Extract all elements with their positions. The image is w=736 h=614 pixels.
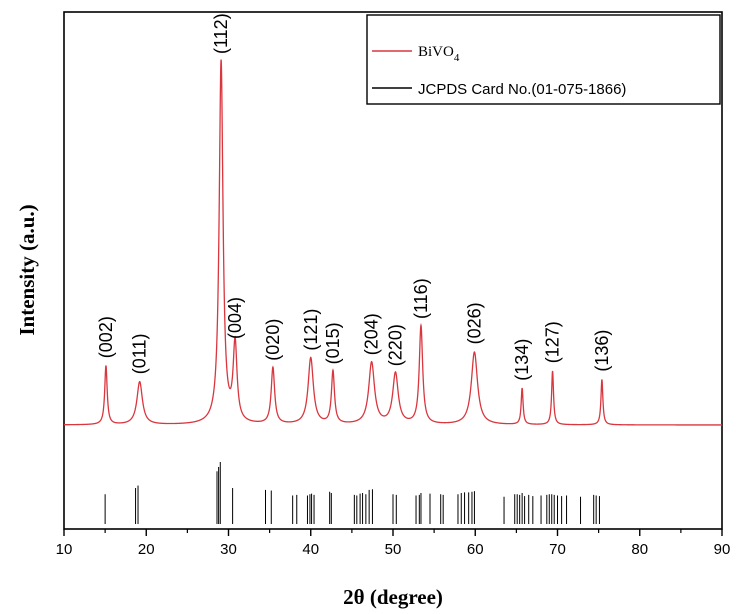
x-tick-label: 70 — [549, 541, 566, 558]
x-tick-label: 20 — [138, 541, 155, 558]
peak-label: (026) — [464, 302, 484, 344]
reference-series — [104, 462, 600, 524]
peak-label: (220) — [386, 324, 406, 366]
sample-line — [64, 59, 722, 426]
peak-label: (004) — [225, 297, 245, 339]
peak-label: (011) — [130, 334, 150, 375]
peak-label: (121) — [301, 309, 321, 351]
x-tick-label: 10 — [56, 541, 73, 558]
x-tick-label: 60 — [467, 541, 484, 558]
legend-box — [366, 14, 721, 105]
peak-label: (116) — [411, 278, 431, 319]
x-tick-label: 50 — [385, 541, 402, 558]
legend-label-sample: BiVO4 — [418, 44, 460, 64]
peak-label: (112) — [211, 13, 231, 54]
peak-label: (015) — [323, 322, 343, 364]
peak-label: (134) — [512, 339, 532, 381]
peak-label: (204) — [362, 313, 382, 355]
peak-label: (002) — [96, 316, 116, 358]
peak-label: (127) — [543, 321, 563, 363]
x-tick-label: 30 — [220, 541, 237, 558]
x-tick-label: 90 — [714, 541, 731, 558]
legend: BiVO4 JCPDS Card No.(01-075-1866) — [366, 14, 721, 105]
x-axis-title: 2θ (degree) — [343, 585, 443, 609]
peak-label: (020) — [263, 319, 283, 361]
legend-label-reference: JCPDS Card No.(01-075-1866) — [418, 81, 626, 98]
x-tick-label: 80 — [631, 541, 648, 558]
peak-label: (136) — [592, 330, 612, 372]
x-tick-label: 40 — [302, 541, 319, 558]
sample-series — [64, 59, 722, 426]
peak-labels: (002) (011) (112) (004) (020) (121) (015) (204)… — [96, 13, 612, 380]
x-axis: 10 20 30 40 50 60 70 80 90 — [56, 529, 731, 558]
y-axis-title: Intensity (a.u.) — [15, 204, 39, 335]
